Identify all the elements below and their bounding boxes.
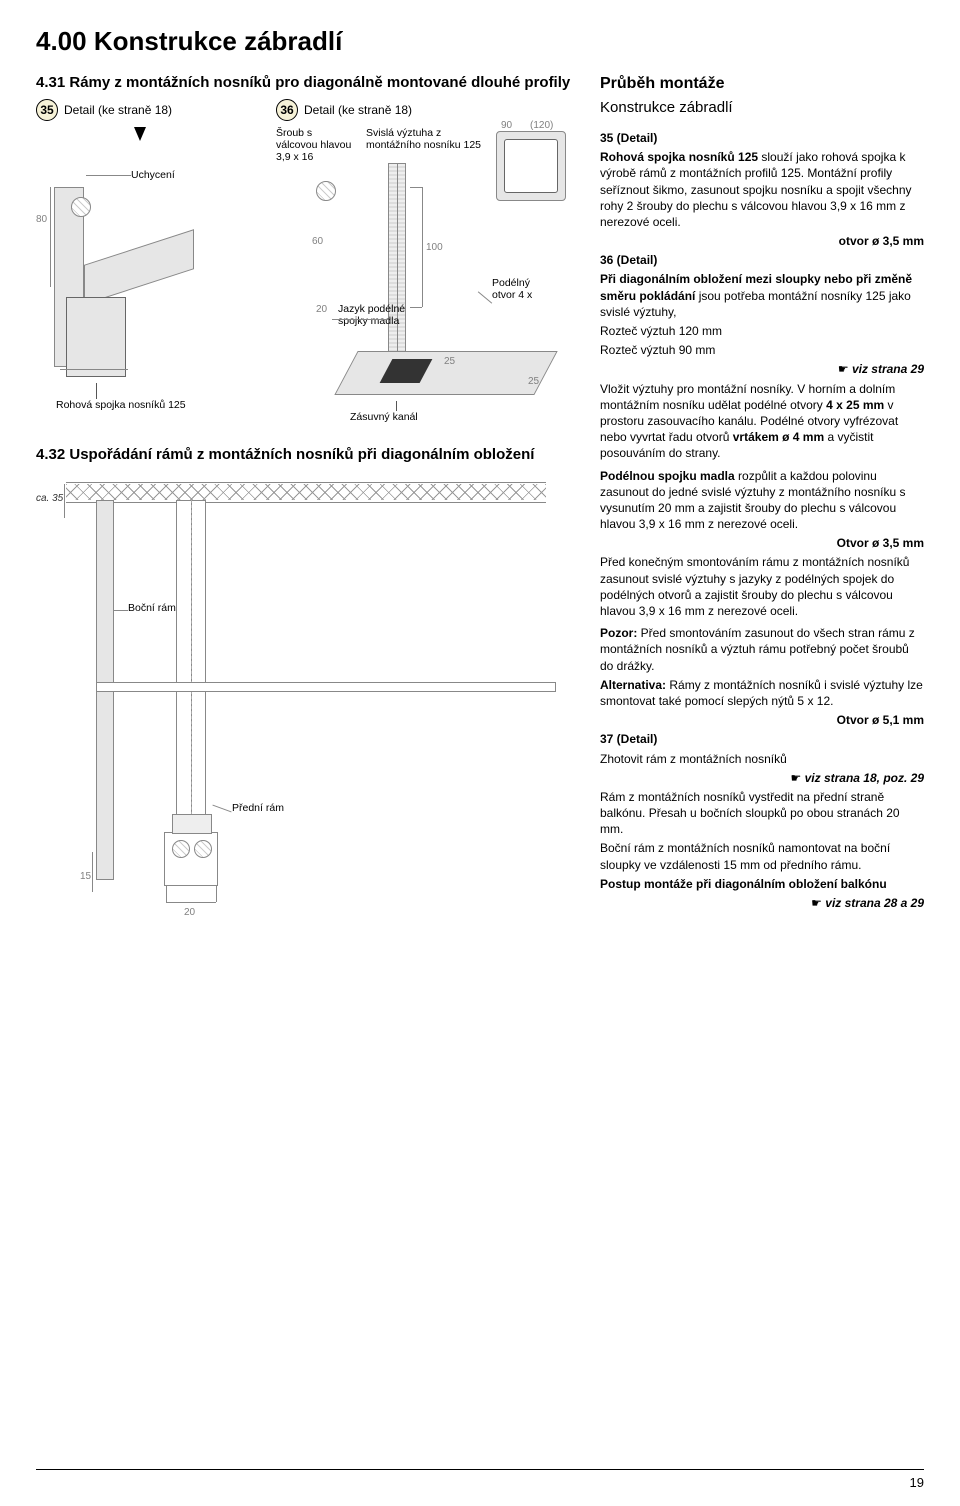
section-432-heading: 4.32 Uspořádání rámů z montážních nosník… — [36, 445, 576, 465]
dim-ca35: ca. 35 — [36, 492, 63, 506]
figure-35: Uchycení 80 60 Rohová spojka nosníků 125 — [36, 127, 246, 437]
dim-25a: 25 — [444, 355, 455, 369]
text-432-otvor1: Otvor ø 3,5 mm — [600, 535, 924, 551]
dim-120: (120) — [530, 119, 553, 133]
label-svisla: Svislá výztuha z montážního nosníku 125 — [366, 127, 486, 151]
text-37-a: Zhotovit rám z montážních nosníků — [600, 751, 924, 767]
page-number: 19 — [910, 1474, 924, 1492]
ref-strana-29: viz strana 29 — [600, 361, 924, 377]
text-36-body: Vložit výztuhy pro montážní nosníky. V h… — [600, 381, 924, 462]
dim-20: 20 — [316, 303, 327, 317]
page-title: 4.00 Konstrukce zábradlí — [36, 24, 924, 59]
figure-432: ca. 35 Boční rám Přední rám 15 20 — [36, 472, 576, 922]
heading-37-detail: 37 (Detail) — [600, 732, 657, 746]
text-36-lead: Při diagonálním obložení mezi sloupky ne… — [600, 271, 924, 320]
text-36-roztec90: Rozteč výztuh 90 mm — [600, 342, 924, 358]
text-35-otvor: otvor ø 3,5 mm — [600, 233, 924, 249]
label-jazyk: Jazyk podélné spojky madla — [338, 303, 428, 327]
detail-number-36: 36 — [276, 99, 298, 121]
text-36-roztec120: Rozteč výztuh 120 mm — [600, 323, 924, 339]
section-431-heading: 4.31 Rámy z montážních nosníků pro diago… — [36, 73, 576, 93]
label-uchyceni: Uchycení — [131, 169, 175, 181]
footer-rule — [36, 1469, 924, 1470]
text-432-c: Před konečným smontováním rámu z montážn… — [600, 554, 924, 619]
dim-80: 80 — [36, 213, 47, 227]
heading-35-detail: 35 (Detail) — [600, 131, 657, 145]
text-432-spojka: Podélnou spojku madla rozpůlit a každou … — [600, 468, 924, 533]
ref-strana-28-29: viz strana 28 a 29 — [600, 895, 924, 911]
detail-36-caption: Detail (ke straně 18) — [304, 102, 412, 118]
label-rohova-spojka: Rohová spojka nosníků 125 — [56, 399, 236, 411]
text-37-b: Rám z montážních nosníků vystředit na př… — [600, 789, 924, 838]
text-pozor: Pozor: Před smontováním zasunout do všec… — [600, 625, 924, 674]
label-zasuvny-kanal: Zásuvný kanál — [350, 411, 418, 423]
heading-36-detail: 36 (Detail) — [600, 253, 657, 267]
dim-25b: 25 — [528, 375, 539, 389]
detail-number-35: 35 — [36, 99, 58, 121]
detail-35-caption: Detail (ke straně 18) — [64, 102, 172, 118]
dim-60b: 60 — [312, 235, 323, 249]
ref-strana-18: viz strana 18, poz. 29 — [600, 770, 924, 786]
label-sroub: Šroub s válcovou hlavou 3,9 x 16 — [276, 127, 354, 163]
text-alt-otvor: Otvor ø 5,1 mm — [600, 712, 924, 728]
label-bocni-ram: Boční rám — [128, 602, 176, 614]
text-37-d: Postup montáže při diagonálním obložení … — [600, 876, 924, 892]
heading-prubeh: Průběh montáže — [600, 73, 924, 95]
text-35-body: Rohová spojka nosníků 125 slouží jako ro… — [600, 149, 924, 230]
figure-36: Šroub s válcovou hlavou 3,9 x 16 Svislá … — [276, 127, 576, 437]
instructions-column: Průběh montáže Konstrukce zábradlí 35 (D… — [600, 73, 924, 922]
dim-90: 90 — [501, 119, 512, 133]
dim-20b: 20 — [184, 906, 195, 920]
text-37-c: Boční rám z montážních nosníků namontova… — [600, 840, 924, 872]
label-predni-ram: Přední rám — [232, 802, 284, 814]
dim-100: 100 — [426, 241, 443, 255]
text-alternativa: Alternativa: Rámy z montážních nosníků i… — [600, 677, 924, 709]
heading-konstrukce: Konstrukce zábradlí — [600, 98, 924, 118]
dim-15: 15 — [80, 870, 91, 884]
label-podelny-otvor: Podélný otvor 4 x — [492, 277, 556, 301]
